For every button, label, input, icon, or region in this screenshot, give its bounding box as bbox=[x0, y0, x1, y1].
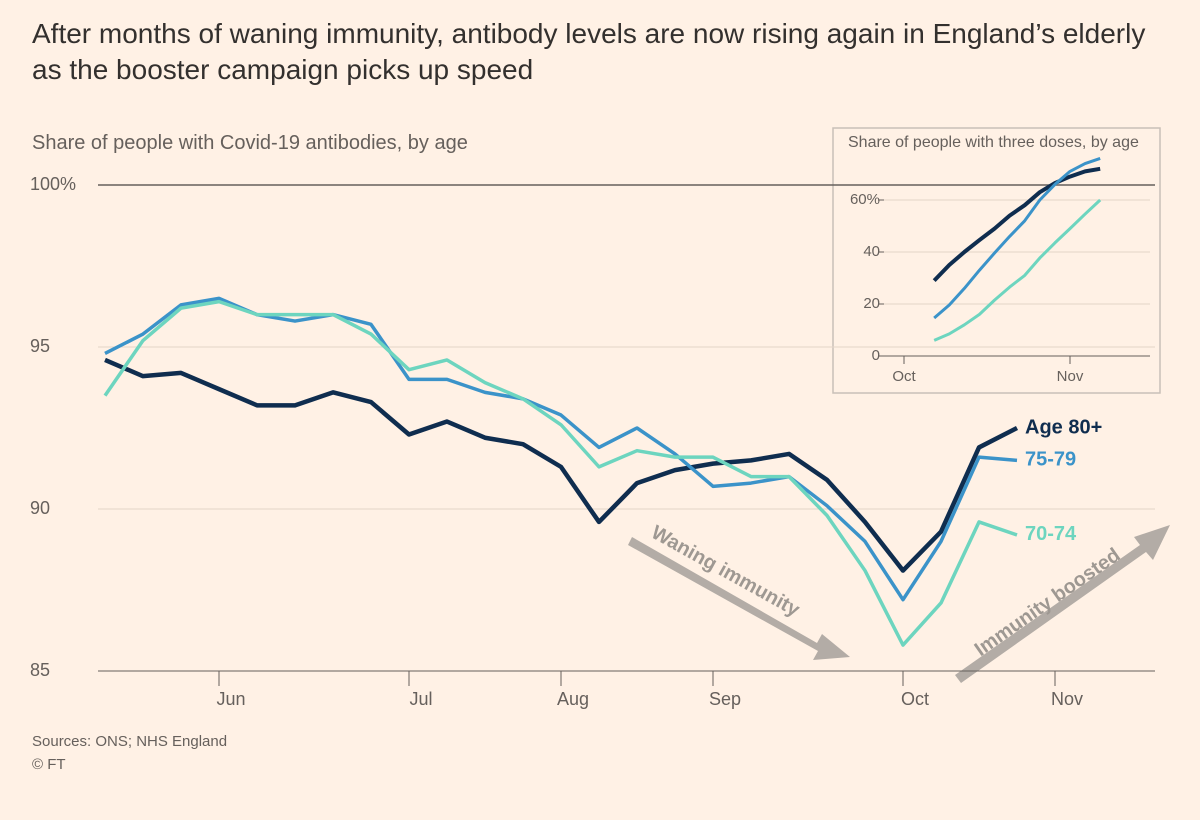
x-tick-label: Nov bbox=[1057, 368, 1084, 385]
inset-box bbox=[832, 127, 1161, 394]
x-tick-label: Oct bbox=[892, 368, 916, 385]
x-tick-label: Nov bbox=[1051, 689, 1083, 709]
x-tick-label: Aug bbox=[557, 689, 589, 709]
y-tick-label: 60% bbox=[850, 191, 880, 208]
x-tick-label: Jun bbox=[216, 689, 245, 709]
series-line bbox=[933, 198, 1102, 342]
copyright: © FT bbox=[32, 756, 66, 773]
arrow-down bbox=[628, 537, 850, 660]
y-tick-label: 90 bbox=[30, 498, 50, 518]
chart-title: After months of waning immunity, antibod… bbox=[32, 18, 1146, 85]
x-tick-label: Oct bbox=[901, 689, 929, 709]
series-label: 70-74 bbox=[1025, 523, 1077, 545]
y-tick-label: 0 bbox=[872, 347, 880, 364]
x-tick-label: Jul bbox=[409, 689, 432, 709]
y-tick-label: 20 bbox=[863, 295, 880, 312]
inset-title: Share of people with three doses, by age bbox=[848, 134, 1139, 151]
chart-subtitle: Share of people with Covid-19 antibodies… bbox=[32, 132, 468, 154]
y-tick-label: 95 bbox=[30, 336, 50, 356]
series-line bbox=[103, 299, 1018, 647]
annotation: Immunity boosted bbox=[971, 544, 1125, 661]
y-tick-label: 85 bbox=[30, 660, 50, 680]
arrow-up bbox=[955, 525, 1170, 683]
series-line bbox=[933, 156, 1101, 320]
series-line bbox=[104, 357, 1019, 573]
annotation: Waning immunity bbox=[647, 522, 804, 622]
series-label: 75-79 bbox=[1025, 449, 1076, 471]
series-label: Age 80+ bbox=[1025, 416, 1102, 438]
x-tick-label: Sep bbox=[709, 689, 741, 709]
series-line bbox=[932, 166, 1101, 282]
source: Sources: ONS; NHS England bbox=[32, 733, 228, 750]
y-tick-label: 100% bbox=[30, 174, 76, 194]
y-tick-label: 40 bbox=[863, 243, 880, 260]
